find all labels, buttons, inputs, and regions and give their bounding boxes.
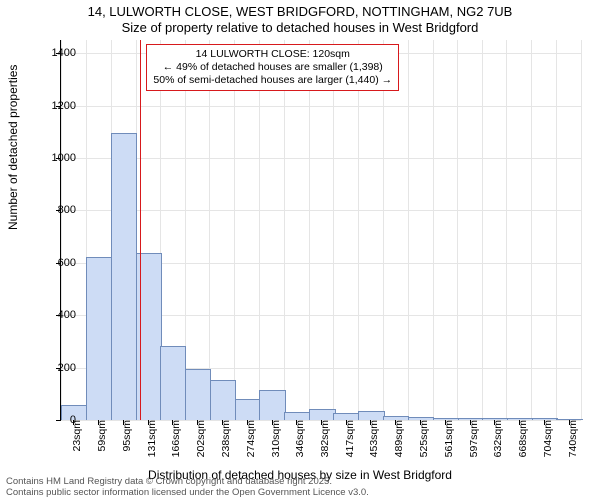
histogram-bar bbox=[259, 390, 285, 420]
histogram-bar bbox=[284, 412, 310, 420]
gridline-v bbox=[457, 40, 458, 420]
histogram-bar bbox=[235, 399, 261, 420]
xtick-label: 166sqm bbox=[170, 420, 182, 457]
gridline-v bbox=[284, 40, 285, 420]
ytick-label: 400 bbox=[36, 309, 76, 321]
gridline-v bbox=[383, 40, 384, 420]
annotation-line-1: 14 LULWORTH CLOSE: 120sqm bbox=[153, 48, 392, 61]
xtick-label: 453sqm bbox=[368, 420, 380, 457]
gridline-v bbox=[259, 40, 260, 420]
histogram-bar bbox=[210, 380, 236, 420]
histogram-bar bbox=[185, 369, 211, 420]
gridline-v bbox=[506, 40, 507, 420]
property-marker-line bbox=[140, 40, 141, 420]
histogram-bar bbox=[160, 346, 186, 420]
xtick-label: 382sqm bbox=[319, 420, 331, 457]
xtick-label: 632sqm bbox=[492, 420, 504, 457]
xtick-label: 238sqm bbox=[220, 420, 232, 457]
gridline-h bbox=[61, 210, 581, 211]
title-block: 14, LULWORTH CLOSE, WEST BRIDGFORD, NOTT… bbox=[0, 4, 600, 36]
xtick-label: 525sqm bbox=[418, 420, 430, 457]
gridline-v bbox=[309, 40, 310, 420]
xtick-label: 597sqm bbox=[468, 420, 480, 457]
histogram-bar bbox=[86, 257, 112, 420]
gridline-v bbox=[333, 40, 334, 420]
title-line-1: 14, LULWORTH CLOSE, WEST BRIDGFORD, NOTT… bbox=[0, 4, 600, 20]
histogram-bar bbox=[358, 411, 384, 420]
xtick-label: 668sqm bbox=[517, 420, 529, 457]
xtick-label: 704sqm bbox=[542, 420, 554, 457]
gridline-h bbox=[61, 106, 581, 107]
gridline-v bbox=[482, 40, 483, 420]
ytick-label: 1400 bbox=[36, 47, 76, 59]
annotation-line-2: ← 49% of detached houses are smaller (1,… bbox=[153, 61, 392, 74]
gridline-v bbox=[581, 40, 582, 420]
xtick-label: 417sqm bbox=[344, 420, 356, 457]
xtick-label: 346sqm bbox=[294, 420, 306, 457]
gridline-v bbox=[556, 40, 557, 420]
histogram-bar bbox=[333, 413, 359, 420]
footer-line-1: Contains HM Land Registry data © Crown c… bbox=[6, 476, 369, 487]
xtick-label: 489sqm bbox=[393, 420, 405, 457]
xtick-label: 131sqm bbox=[146, 420, 158, 457]
chart-root: 14, LULWORTH CLOSE, WEST BRIDGFORD, NOTT… bbox=[0, 0, 600, 500]
gridline-v bbox=[531, 40, 532, 420]
plot-area: 14 LULWORTH CLOSE: 120sqm ← 49% of detac… bbox=[60, 40, 581, 421]
histogram-bar bbox=[309, 409, 335, 420]
ytick-label: 200 bbox=[36, 362, 76, 374]
ytick-label: 600 bbox=[36, 257, 76, 269]
gridline-v bbox=[209, 40, 210, 420]
ytick-label: 800 bbox=[36, 204, 76, 216]
xtick-label: 274sqm bbox=[245, 420, 257, 457]
histogram-bar bbox=[111, 133, 137, 420]
annotation-line-3: 50% of semi-detached houses are larger (… bbox=[153, 74, 392, 87]
xtick-label: 310sqm bbox=[270, 420, 282, 457]
gridline-v bbox=[234, 40, 235, 420]
title-line-2: Size of property relative to detached ho… bbox=[0, 20, 600, 36]
xtick-label: 202sqm bbox=[195, 420, 207, 457]
ytick-label: 0 bbox=[36, 414, 76, 426]
xtick-label: 561sqm bbox=[443, 420, 455, 457]
annotation-box: 14 LULWORTH CLOSE: 120sqm ← 49% of detac… bbox=[146, 44, 399, 91]
y-axis-label: Number of detached properties bbox=[6, 65, 20, 230]
gridline-v bbox=[408, 40, 409, 420]
footer: Contains HM Land Registry data © Crown c… bbox=[6, 476, 369, 498]
ytick-label: 1200 bbox=[36, 100, 76, 112]
xtick-label: 59sqm bbox=[96, 420, 108, 452]
ytick-label: 1000 bbox=[36, 152, 76, 164]
gridline-v bbox=[433, 40, 434, 420]
footer-line-2: Contains public sector information licen… bbox=[6, 487, 369, 498]
gridline-v bbox=[358, 40, 359, 420]
xtick-label: 95sqm bbox=[121, 420, 133, 452]
gridline-h bbox=[61, 158, 581, 159]
xtick-label: 740sqm bbox=[567, 420, 579, 457]
